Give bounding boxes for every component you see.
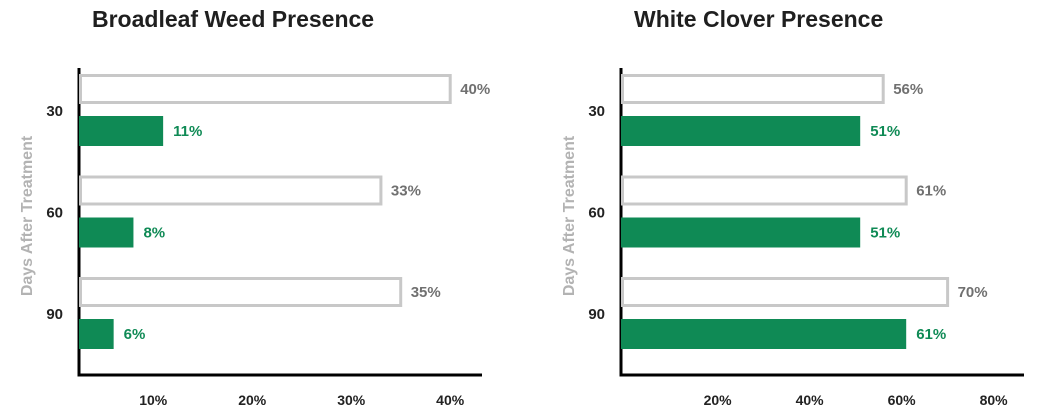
y-tick-label: 90 (588, 306, 605, 323)
bar-outline (621, 175, 908, 206)
data-label: 51% (870, 123, 900, 140)
y-tick-label: 60 (46, 205, 63, 222)
chart-title: Broadleaf Weed Presence (92, 6, 375, 32)
x-tick-label: 20% (704, 392, 733, 408)
bar-chart-white-clover: 30 56% 51% 60 61% 51% 90 70% 61% 20% 40% 60% 80% (588, 68, 1024, 408)
bar-filled (79, 217, 134, 248)
bar-outline (79, 277, 403, 307)
bar-filled (79, 116, 164, 146)
x-tick-label: 40% (436, 392, 465, 408)
x-tick-label: 20% (238, 392, 267, 408)
bar-filled (79, 319, 114, 349)
data-label: 51% (870, 225, 900, 242)
data-label: 70% (958, 284, 988, 301)
chart-title: White Clover Presence (634, 6, 884, 32)
chart-panel-broadleaf: Broadleaf Weed Presence Days After Treat… (19, 6, 490, 408)
y-tick-label: 60 (588, 205, 605, 222)
bar-filled (621, 319, 907, 349)
data-label: 8% (143, 225, 165, 242)
data-label: 35% (411, 284, 441, 301)
x-tick-label: 30% (337, 392, 366, 408)
x-tick-label: 60% (888, 392, 917, 408)
bar-outline (621, 74, 885, 104)
bar-outline (79, 175, 383, 206)
data-label: 61% (916, 326, 946, 343)
y-tick-label: 90 (46, 306, 63, 323)
bar-filled (621, 217, 861, 248)
x-tick-label: 80% (980, 392, 1009, 408)
data-label: 33% (391, 183, 421, 200)
bar-chart-broadleaf: 30 40% 11% 60 33% 8% 90 35% 6% 10% 20% 30% 40% (46, 68, 490, 408)
y-tick-label: 30 (588, 103, 605, 120)
data-label: 6% (124, 326, 146, 343)
chart-panel-white-clover: White Clover Presence Days After Treatme… (542, 0, 1042, 408)
x-tick-label: 40% (796, 392, 825, 408)
y-tick-label: 30 (46, 103, 63, 120)
x-tick-label: 10% (139, 392, 168, 408)
bar-outline (621, 277, 950, 307)
data-label: 11% (173, 123, 202, 140)
bar-filled (621, 116, 861, 146)
data-label: 56% (893, 81, 923, 98)
data-label: 40% (460, 81, 490, 98)
data-label: 61% (916, 183, 946, 200)
bar-outline (79, 74, 452, 104)
